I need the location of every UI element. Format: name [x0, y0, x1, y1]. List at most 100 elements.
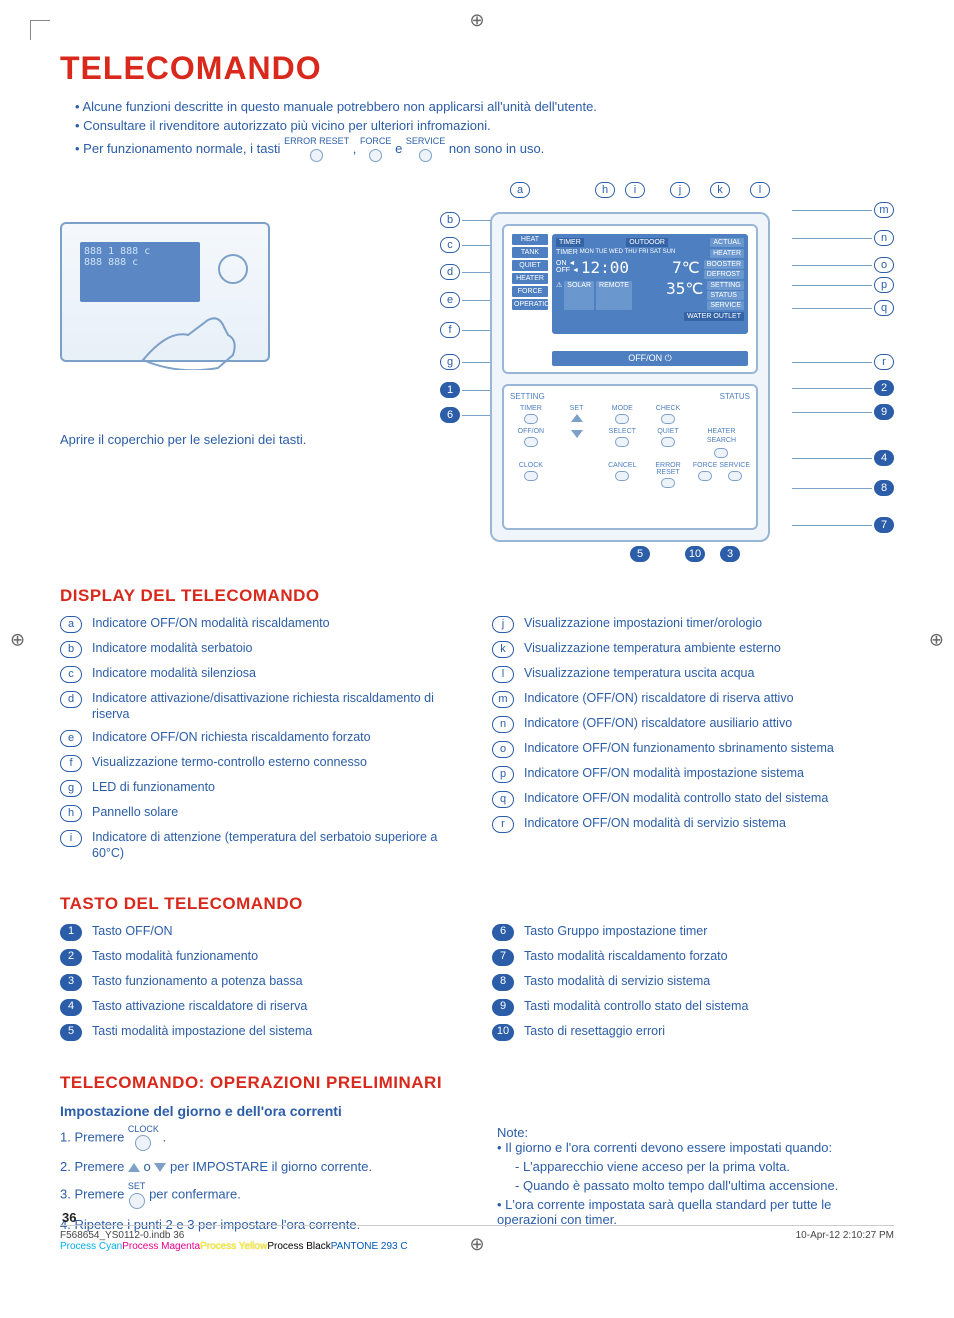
ink-yellow: Process Yellow [200, 1241, 267, 1252]
panel-hdr-status: STATUS [720, 392, 750, 401]
btn-label: SEARCH [693, 437, 750, 444]
legend-text: Tasti modalità controllo stato del siste… [524, 999, 748, 1015]
callout-h: h [595, 182, 615, 198]
lcd-chip-setting: SETTING [707, 281, 744, 290]
legend-key: d [60, 691, 82, 708]
callout-2: 2 [874, 380, 894, 396]
step-text: o [144, 1159, 155, 1174]
step-text: 3. Premere [60, 1187, 128, 1202]
callout-d: d [440, 264, 460, 280]
callout-n: n [874, 230, 894, 246]
note-subitem: L'apparecchio viene acceso per la prima … [515, 1159, 894, 1174]
force-button-icon [698, 471, 712, 481]
legend-row: cIndicatore modalità silenziosa [60, 666, 462, 683]
legend-key: 1 [60, 924, 82, 941]
legend-text: Visualizzazione termo-controllo esterno … [92, 755, 367, 771]
legend-text: Tasto di resettaggio errori [524, 1024, 665, 1040]
lcd-chip-remote: REMOTE [596, 281, 632, 310]
step-text: 2. Premere [60, 1159, 128, 1174]
callout-j: j [670, 182, 690, 198]
ink-magenta: Process Magenta [122, 1241, 200, 1252]
btn-label: CHECK [656, 405, 681, 412]
legend-key: 2 [60, 949, 82, 966]
legend-key: g [60, 780, 82, 797]
callout-4: 4 [874, 450, 894, 466]
intro-text: e [395, 141, 406, 156]
down-arrow-icon [154, 1163, 166, 1172]
print-footer: F568654_YS0112-0.indb 36 Process CyanPro… [60, 1225, 894, 1252]
ink-black: Process Black [267, 1241, 330, 1252]
callout-f: f [440, 322, 460, 338]
legend-text: Tasto attivazione riscaldatore di riserv… [92, 999, 307, 1015]
lcd-days: MON TUE WED THU FRI SAT SUN [580, 249, 676, 258]
lcd-chip-service: SERVICE [707, 301, 744, 310]
btn-label: SET [128, 1182, 146, 1191]
btn-label: FORCE [693, 462, 718, 469]
legend-key: h [60, 805, 82, 822]
clock-icon [135, 1135, 151, 1151]
legend-key: 4 [60, 999, 82, 1016]
btn-label: SET [570, 405, 584, 412]
footer-filename: F568654_YS0112-0.indb 36 [60, 1230, 184, 1241]
remote-diagram: a h i j k l b c d e f g 1 6 m n o p q r … [380, 182, 894, 562]
legend-row: oIndicatore OFF/ON funzionamento sbrinam… [492, 741, 894, 758]
legend-row: lVisualizzazione temperatura uscita acqu… [492, 666, 894, 683]
btn-label: CLOCK [128, 1125, 159, 1134]
btn-label: QUIET [657, 428, 678, 435]
legend-row: 8Tasto modalità di servizio sistema [492, 974, 894, 991]
up-icon [571, 414, 583, 422]
device-caption: Aprire il coperchio per le selezioni dei… [60, 432, 360, 447]
intro-text: , [353, 141, 360, 156]
legend-key: 9 [492, 999, 514, 1016]
page-number: 36 [62, 1210, 76, 1225]
legend-text: Indicatore modalità serbatoio [92, 641, 253, 657]
force-icon [369, 149, 382, 162]
device-illustration: 888 1 888 c888 888 c [60, 222, 270, 362]
legend-row: 1 Tasto OFF/ON [60, 924, 462, 941]
legend-row: b Indicatore modalità serbatoio [60, 641, 462, 658]
callout-9: 9 [874, 404, 894, 420]
legend-row: rIndicatore OFF/ON modalità di servizio … [492, 816, 894, 833]
tag-tank: TANK [512, 247, 548, 258]
callout-c: c [440, 237, 460, 253]
lcd-temp-out: 7℃ [672, 260, 700, 279]
lcd-off: OFF ◄ [556, 267, 579, 274]
legend-key: m [492, 691, 514, 708]
notes-block: Note: Il giorno e l'ora correnti devono … [497, 1125, 894, 1240]
legend-key: i [60, 830, 82, 847]
legend-key: j [492, 616, 514, 633]
legend-key: k [492, 641, 514, 658]
error-reset-icon [310, 149, 323, 162]
legend-key: a [60, 616, 82, 633]
legend-text: Tasto OFF/ON [92, 924, 173, 940]
legend-key: o [492, 741, 514, 758]
legend-text: Visualizzazione temperatura uscita acqua [524, 666, 754, 682]
intro-text: Per funzionamento normale, i tasti [83, 141, 284, 156]
callout-b: b [440, 212, 460, 228]
btn-label: FORCE [360, 137, 392, 146]
callout-3: 3 [720, 546, 740, 562]
legend-text: Indicatore di attenzione (temperatura de… [92, 830, 462, 861]
legend-row: dIndicatore attivazione/disattivazione r… [60, 691, 462, 722]
legend-key: e [60, 730, 82, 747]
lcd-chip-solar: SOLAR [564, 281, 594, 310]
legend-row: 9 Tasti modalità controllo stato del sist… [492, 999, 894, 1016]
tag-force: FORCE [512, 286, 548, 297]
lcd-chip-booster: BOOSTER [704, 260, 744, 269]
legend-text: Indicatore OFF/ON modalità impostazione … [524, 766, 804, 782]
callout-8: 8 [874, 480, 894, 496]
lcd-chip-actual: ACTUAL [710, 238, 744, 247]
callout-m: m [874, 202, 894, 218]
legend-row: 7Tasto modalità riscaldamento forzato [492, 949, 894, 966]
legend-text: Tasto modalità riscaldamento forzato [524, 949, 728, 965]
legend-key: b [60, 641, 82, 658]
crop-mark [30, 20, 50, 40]
remote-button-panel: SETTING STATUS TIMER SET MODE CHECK OFF/… [502, 384, 758, 530]
callout-l: l [750, 182, 770, 198]
mode-button-icon [615, 414, 629, 424]
registration-mark-left: ⊕ [10, 629, 25, 650]
hand-icon [138, 300, 248, 370]
registration-mark-right: ⊕ [929, 629, 944, 650]
check-button-icon [661, 414, 675, 424]
lcd-chip-heater: HEATER [710, 249, 744, 258]
